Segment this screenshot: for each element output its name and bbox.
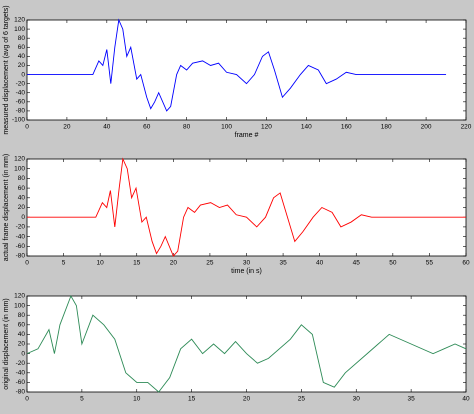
y-tick-label: 0 [21, 350, 25, 357]
plot-area [26, 19, 467, 121]
x-tick-label: 35 [279, 260, 287, 267]
x-tick-label: 180 [381, 124, 392, 131]
x-tick-label: 140 [301, 124, 312, 131]
y-tick-label: -60 [16, 379, 26, 386]
x-tick-label: 40 [462, 396, 470, 403]
x-tick-label: 20 [243, 396, 251, 403]
y-tick-label: -20 [16, 224, 26, 231]
data-line [26, 294, 467, 393]
x-tick-label: 45 [353, 260, 361, 267]
x-tick-label: 35 [408, 396, 416, 403]
y-tick-label: 80 [18, 35, 26, 42]
y-tick-label: 100 [14, 302, 25, 309]
y-tick-label: 40 [18, 331, 26, 338]
plot-area [26, 158, 467, 257]
y-tick-label: -80 [16, 389, 26, 396]
x-tick-label: 160 [341, 124, 352, 131]
x-tick-label: 100 [221, 124, 232, 131]
y-tick-label: 60 [18, 322, 26, 329]
data-line [27, 18, 447, 112]
y-tick-label: -40 [16, 370, 26, 377]
y-tick-label: -20 [16, 80, 26, 87]
x-tick-label: 60 [462, 260, 470, 267]
y-tick-label: -20 [16, 360, 26, 367]
data-line [27, 157, 466, 257]
x-tick-label: 40 [316, 260, 324, 267]
y-tick-label: 120 [14, 293, 25, 300]
x-tick-label: 10 [133, 396, 141, 403]
y-tick-label: 60 [18, 185, 26, 192]
x-axis-label: time (in s) [231, 268, 262, 275]
y-tick-label: 40 [18, 195, 26, 202]
y-tick-label: -60 [16, 243, 26, 250]
y-tick-label: 20 [18, 204, 26, 211]
y-tick-label: 60 [18, 44, 26, 51]
y-tick-label: 80 [18, 312, 26, 319]
y-axis-label: actual frame displacement (in mm) [3, 154, 10, 261]
x-tick-label: 10 [97, 260, 105, 267]
x-axis-label: frame # [235, 132, 259, 139]
x-tick-label: 25 [298, 396, 306, 403]
x-tick-label: 0 [25, 124, 29, 131]
x-tick-label: 15 [133, 260, 141, 267]
x-tick-label: 30 [353, 396, 361, 403]
y-tick-label: 120 [14, 156, 25, 163]
x-tick-label: 80 [183, 124, 191, 131]
x-tick-label: 15 [188, 396, 196, 403]
y-tick-label: -40 [16, 89, 26, 96]
x-tick-label: 5 [62, 260, 66, 267]
y-tick-label: 0 [21, 214, 25, 221]
y-tick-label: -60 [16, 99, 26, 106]
x-tick-label: 220 [461, 124, 472, 131]
x-tick-label: 0 [25, 260, 29, 267]
x-tick-label: 20 [63, 124, 71, 131]
x-tick-label: 40 [103, 124, 111, 131]
y-tick-label: -40 [16, 233, 26, 240]
y-axis-label: original displacement (in mm) [3, 298, 10, 389]
y-tick-label: -80 [16, 253, 26, 260]
y-tick-label: 120 [14, 17, 25, 24]
y-tick-label: 80 [18, 175, 26, 182]
y-tick-label: 100 [14, 165, 25, 172]
x-tick-label: 120 [261, 124, 272, 131]
x-tick-label: 200 [421, 124, 432, 131]
x-tick-label: 30 [243, 260, 251, 267]
y-tick-label: 0 [21, 71, 25, 78]
x-tick-label: 0 [25, 396, 29, 403]
y-tick-label: 20 [18, 341, 26, 348]
y-tick-label: 20 [18, 62, 26, 69]
x-tick-label: 5 [80, 396, 84, 403]
x-tick-label: 25 [206, 260, 214, 267]
x-tick-label: 20 [170, 260, 178, 267]
y-tick-label: -100 [12, 117, 25, 124]
y-axis-label: measured displacement (avg of 6 targets) [3, 5, 10, 134]
y-tick-label: 100 [14, 26, 25, 33]
x-tick-label: 55 [426, 260, 434, 267]
y-tick-label: 40 [18, 53, 26, 60]
plot-area [26, 295, 467, 393]
x-tick-label: 60 [143, 124, 151, 131]
y-tick-label: -80 [16, 108, 26, 115]
x-tick-label: 50 [389, 260, 397, 267]
